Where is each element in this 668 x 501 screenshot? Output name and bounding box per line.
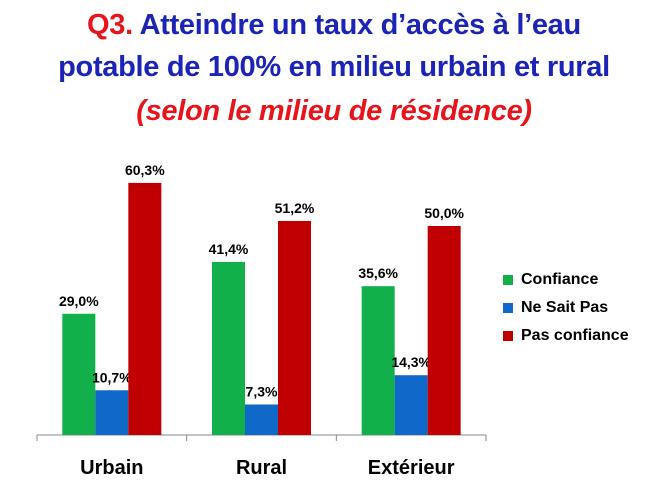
- title-line-1: Q3. Atteindre un taux d’accès à l’eau: [0, 4, 668, 46]
- title-line-2: potable de 100% en milieu urbain et rura…: [58, 51, 610, 83]
- data-label-urbain-ne-sait-pas: 10,7%: [92, 369, 132, 385]
- chart-subtitle: (selon le milieu de résidence): [136, 95, 532, 127]
- title-text-1: Atteindre un taux d’accès à l’eau: [132, 9, 582, 41]
- category-label-urbain: Urbain: [80, 457, 143, 479]
- data-label-rural-ne-sait-pas: 7,3%: [246, 383, 278, 399]
- legend-item-ne-sait-pas: Ne Sait Pas: [503, 294, 629, 322]
- bar-urbain-confiance: [62, 313, 96, 435]
- bar-rural-pas-confiance: [278, 220, 311, 435]
- bar-ext-rieur-confiance: [361, 286, 395, 435]
- legend-item-pas-confiance: Pas confiance: [503, 322, 629, 350]
- title-prefix: Q3.: [87, 9, 133, 41]
- bar-urbain-pas-confiance: [128, 182, 162, 435]
- legend-label-confiance: Confiance: [521, 271, 599, 288]
- data-label-urbain-pas-confiance: 60,3%: [125, 162, 165, 178]
- data-label-ext-rieur-confiance: 35,6%: [358, 265, 398, 281]
- bar-rural-confiance: [212, 261, 245, 435]
- legend-swatch-ne-sait-pas: [503, 303, 513, 313]
- bar-urbain-ne-sait-pas: [95, 390, 129, 435]
- category-label-ext-rieur: Extérieur: [368, 457, 455, 479]
- bar-rural-ne-sait-pas: [245, 404, 278, 435]
- legend-item-confiance: Confiance: [503, 266, 629, 294]
- bar-ext-rieur-pas-confiance: [427, 225, 461, 435]
- data-label-ext-rieur-pas-confiance: 50,0%: [424, 205, 464, 221]
- legend-swatch-confiance: [503, 275, 513, 285]
- category-label-rural: Rural: [236, 457, 287, 479]
- data-label-rural-pas-confiance: 51,2%: [275, 200, 315, 216]
- chart-title: Q3. Atteindre un taux d’accès à l’eau po…: [0, 4, 668, 88]
- legend: Confiance Ne Sait Pas Pas confiance: [503, 266, 629, 350]
- legend-label-ne-sait-pas: Ne Sait Pas: [521, 299, 609, 316]
- legend-label-pas-confiance: Pas confiance: [521, 327, 629, 344]
- data-label-ext-rieur-ne-sait-pas: 14,3%: [391, 354, 431, 370]
- legend-swatch-pas-confiance: [503, 331, 513, 341]
- data-label-urbain-confiance: 29,0%: [59, 293, 99, 309]
- data-label-rural-confiance: 41,4%: [209, 241, 249, 257]
- bar-ext-rieur-ne-sait-pas: [394, 375, 428, 435]
